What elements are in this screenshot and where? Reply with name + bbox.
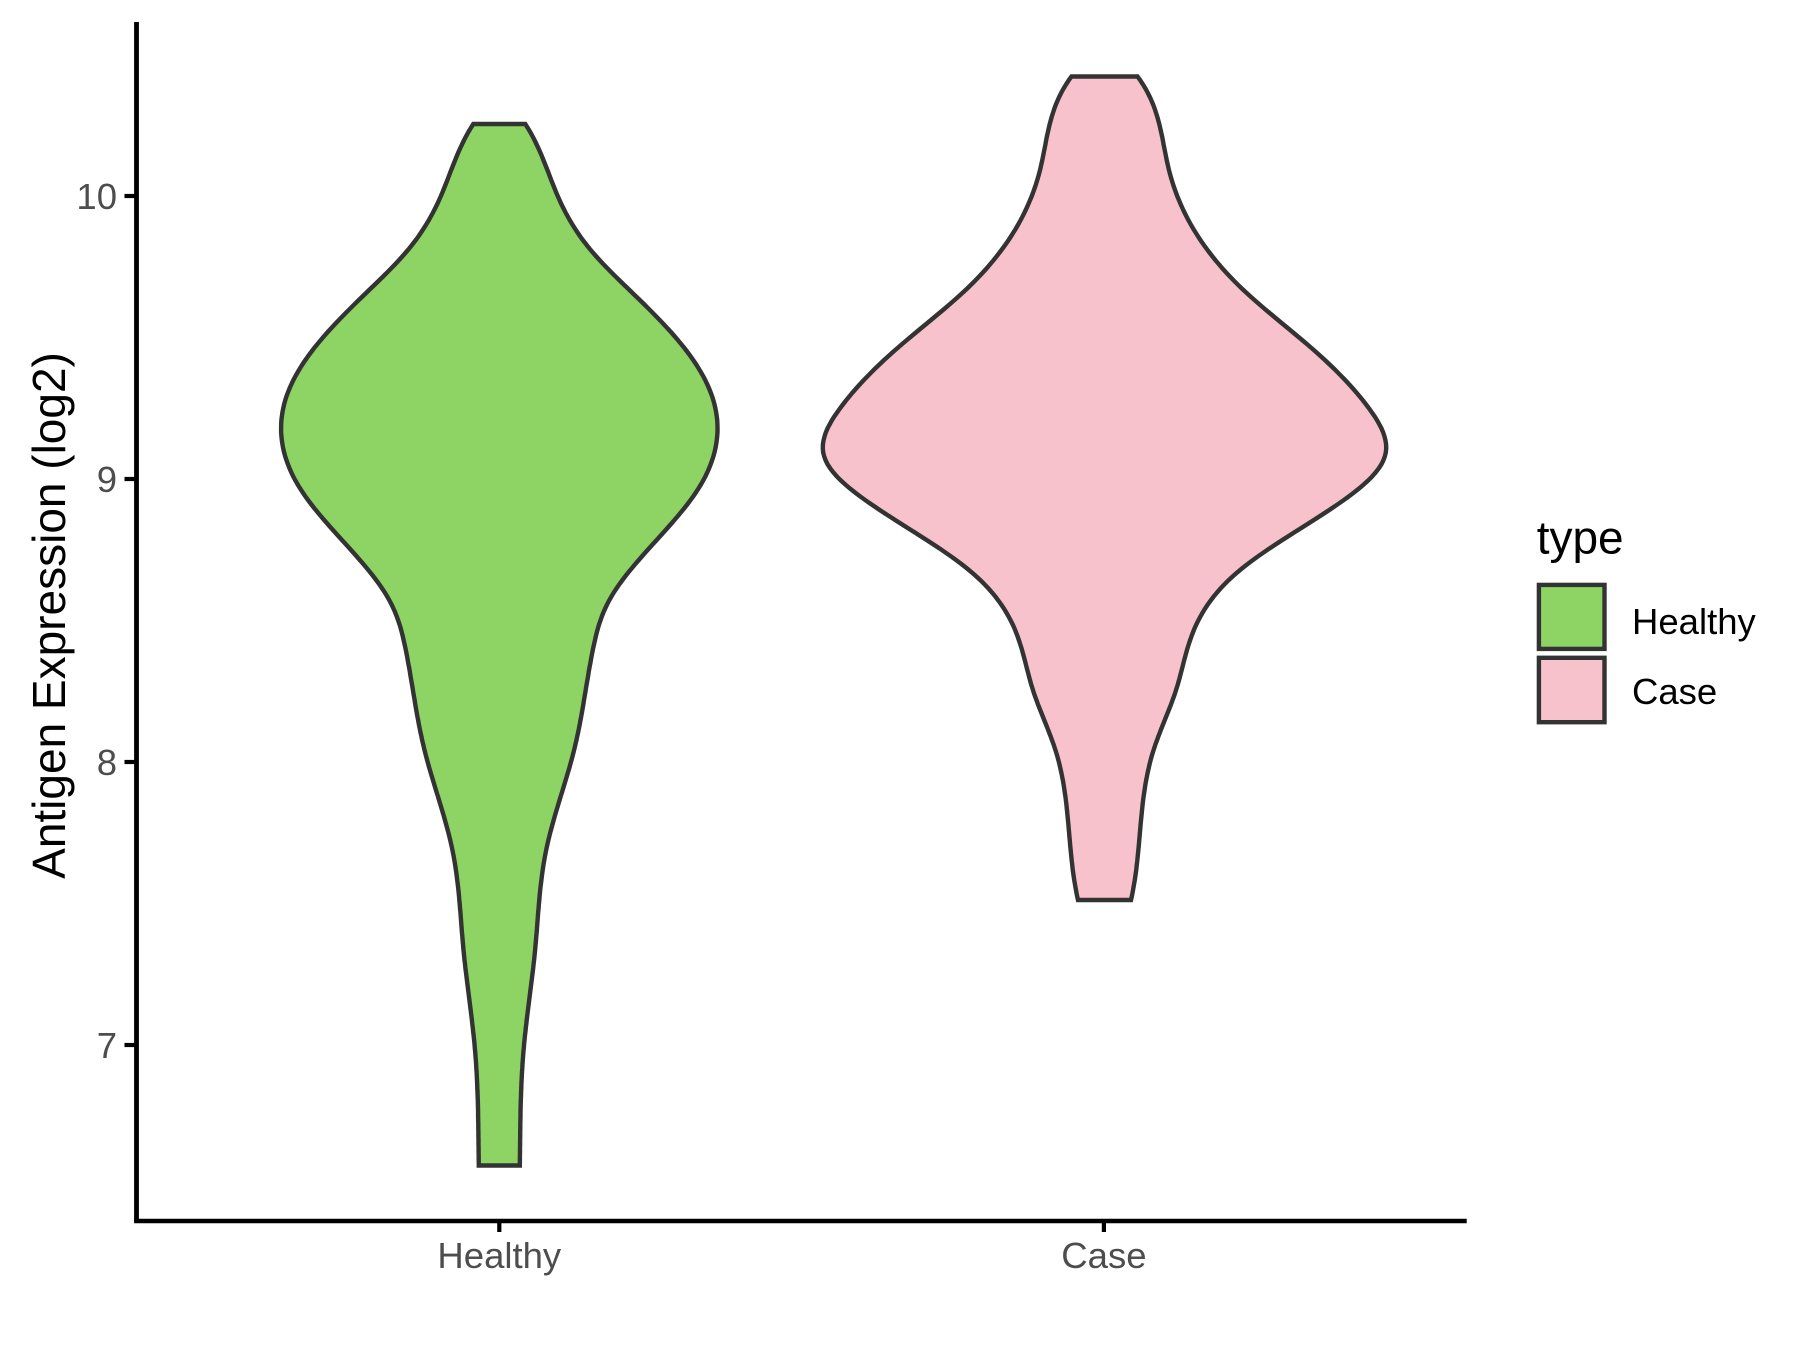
svg-text:10: 10 — [76, 176, 117, 217]
svg-text:Case: Case — [1061, 1235, 1146, 1276]
svg-text:9: 9 — [97, 459, 117, 500]
svg-text:Healthy: Healthy — [1632, 601, 1757, 642]
svg-text:Case: Case — [1632, 671, 1717, 712]
svg-text:Healthy: Healthy — [437, 1235, 562, 1276]
svg-text:7: 7 — [97, 1025, 117, 1066]
svg-text:8: 8 — [97, 742, 117, 783]
svg-text:type: type — [1537, 512, 1624, 564]
svg-text:Antigen Expression (log2): Antigen Expression (log2) — [23, 352, 75, 879]
